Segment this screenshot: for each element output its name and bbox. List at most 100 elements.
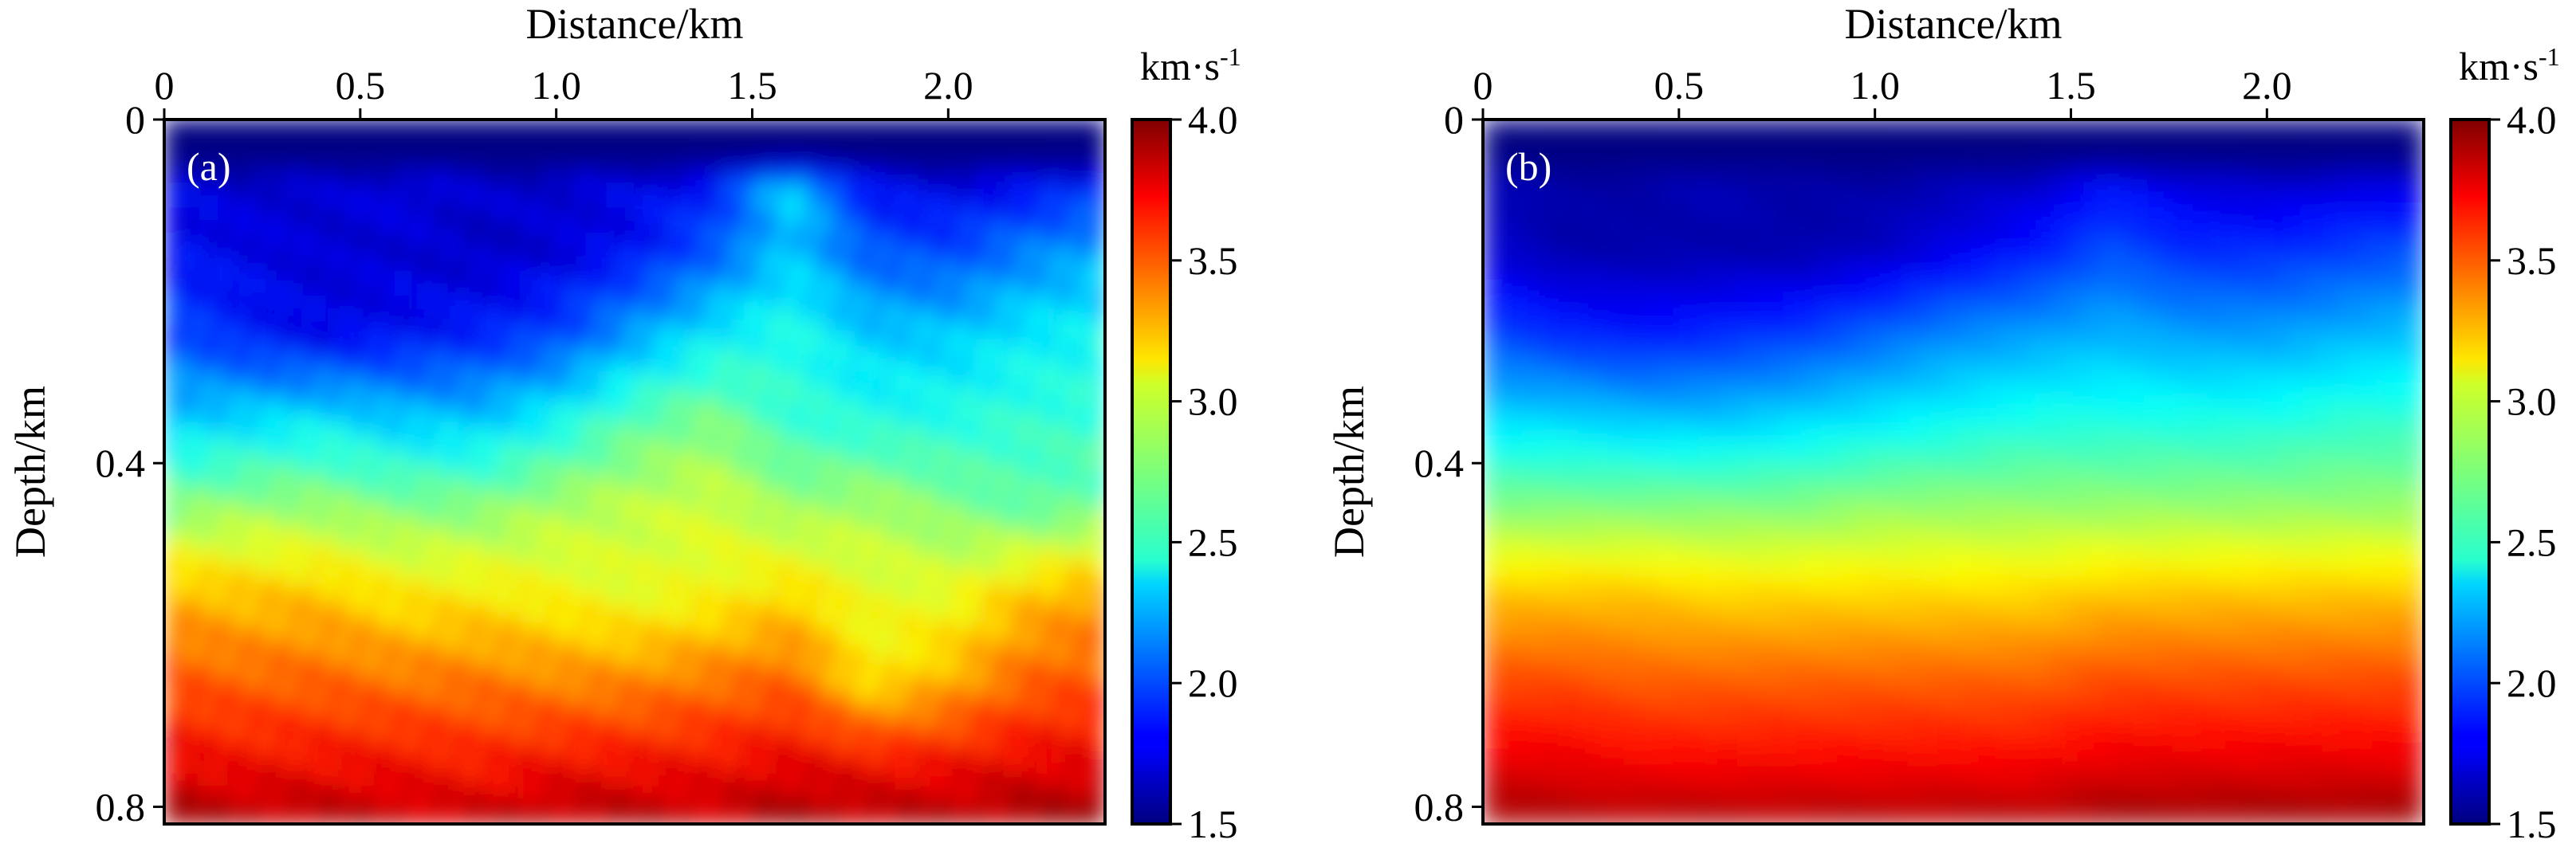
velocity-cell xyxy=(526,572,537,586)
velocity-cell xyxy=(291,434,302,448)
velocity-cell xyxy=(800,585,812,598)
velocity-cell xyxy=(213,698,224,712)
velocity-cell xyxy=(987,383,998,398)
velocity-cell xyxy=(565,371,577,385)
velocity-cell xyxy=(899,736,910,750)
velocity-cell xyxy=(576,496,587,511)
velocity-cell xyxy=(752,496,763,511)
velocity-cell xyxy=(1036,207,1048,222)
velocity-cell xyxy=(663,472,674,485)
velocity-cell xyxy=(693,131,704,146)
velocity-cell xyxy=(350,472,361,485)
velocity-cell xyxy=(1026,346,1037,359)
velocity-cell xyxy=(272,270,283,284)
velocity-cell xyxy=(663,346,674,359)
velocity-cell xyxy=(350,207,361,222)
velocity-cell xyxy=(252,245,263,259)
velocity-cell xyxy=(399,522,411,536)
velocity-cell xyxy=(203,597,214,611)
velocity-cell xyxy=(624,333,635,347)
velocity-cell xyxy=(859,131,871,146)
velocity-cell xyxy=(281,547,293,561)
velocity-cell xyxy=(478,270,489,284)
velocity-cell xyxy=(1056,270,1067,284)
velocity-cell xyxy=(811,358,822,372)
velocity-cell xyxy=(439,484,450,498)
velocity-cell xyxy=(193,660,204,674)
velocity-cell xyxy=(311,358,322,372)
velocity-cell xyxy=(674,182,685,196)
velocity-cell xyxy=(1026,559,1037,574)
velocity-cell xyxy=(654,371,665,385)
velocity-cell xyxy=(164,459,175,473)
velocity-cell xyxy=(1036,648,1048,661)
velocity-cell xyxy=(674,610,685,624)
velocity-cell xyxy=(1036,522,1048,536)
velocity-cell xyxy=(399,648,411,661)
velocity-cell xyxy=(439,547,450,561)
velocity-cell xyxy=(918,257,930,272)
velocity-cell xyxy=(370,522,381,536)
velocity-cell xyxy=(360,320,371,335)
velocity-cell xyxy=(1076,194,1087,209)
velocity-cell xyxy=(879,308,891,322)
velocity-cell xyxy=(546,472,557,485)
velocity-cell xyxy=(654,383,665,398)
velocity-cell xyxy=(987,157,998,171)
velocity-cell xyxy=(458,572,469,586)
velocity-cell xyxy=(321,748,332,762)
velocity-cell xyxy=(537,170,548,183)
velocity-cell xyxy=(859,597,871,611)
velocity-cell xyxy=(183,120,195,133)
velocity-cell xyxy=(850,257,861,272)
velocity-cell xyxy=(752,446,763,461)
velocity-cell xyxy=(605,522,616,536)
velocity-cell xyxy=(967,257,979,272)
velocity-cell xyxy=(1026,736,1037,750)
velocity-cell xyxy=(222,472,234,485)
velocity-cell xyxy=(977,597,989,611)
velocity-cell xyxy=(164,597,175,611)
velocity-cell xyxy=(409,383,420,398)
velocity-cell xyxy=(761,572,773,586)
velocity-cell xyxy=(1036,434,1048,448)
velocity-cell xyxy=(468,673,479,687)
velocity-cell xyxy=(301,120,313,133)
velocity-cell xyxy=(370,472,381,485)
velocity-cell xyxy=(330,383,342,398)
velocity-cell xyxy=(713,522,724,536)
velocity-cell xyxy=(713,320,724,335)
velocity-cell xyxy=(1076,622,1087,637)
velocity-cell xyxy=(164,120,175,133)
velocity-cell xyxy=(1017,157,1028,171)
velocity-cell xyxy=(899,194,910,209)
velocity-cell xyxy=(233,421,244,435)
velocity-cell xyxy=(977,434,989,448)
velocity-cell xyxy=(722,496,733,511)
velocity-cell xyxy=(938,761,950,775)
velocity-cell xyxy=(272,120,283,133)
velocity-cell xyxy=(1056,723,1067,737)
velocity-cell xyxy=(918,434,930,448)
velocity-cell xyxy=(761,660,773,674)
velocity-cell xyxy=(458,409,469,422)
velocity-cell xyxy=(928,635,939,649)
velocity-cell xyxy=(1076,257,1087,272)
velocity-cell xyxy=(311,585,322,598)
velocity-cell xyxy=(654,396,665,410)
velocity-cell xyxy=(674,358,685,372)
velocity-cell xyxy=(526,207,537,222)
velocity-cell xyxy=(1076,333,1087,347)
velocity-cell xyxy=(448,723,459,737)
velocity-cell xyxy=(174,698,185,712)
velocity-cell xyxy=(967,597,979,611)
velocity-cell xyxy=(517,283,528,296)
velocity-cell xyxy=(1017,698,1028,712)
velocity-cell xyxy=(1085,434,1096,448)
velocity-cell xyxy=(752,257,763,272)
velocity-cell xyxy=(203,421,214,435)
velocity-cell xyxy=(340,245,352,259)
velocity-cell xyxy=(761,434,773,448)
velocity-cell xyxy=(213,270,224,284)
velocity-cell xyxy=(252,144,263,159)
